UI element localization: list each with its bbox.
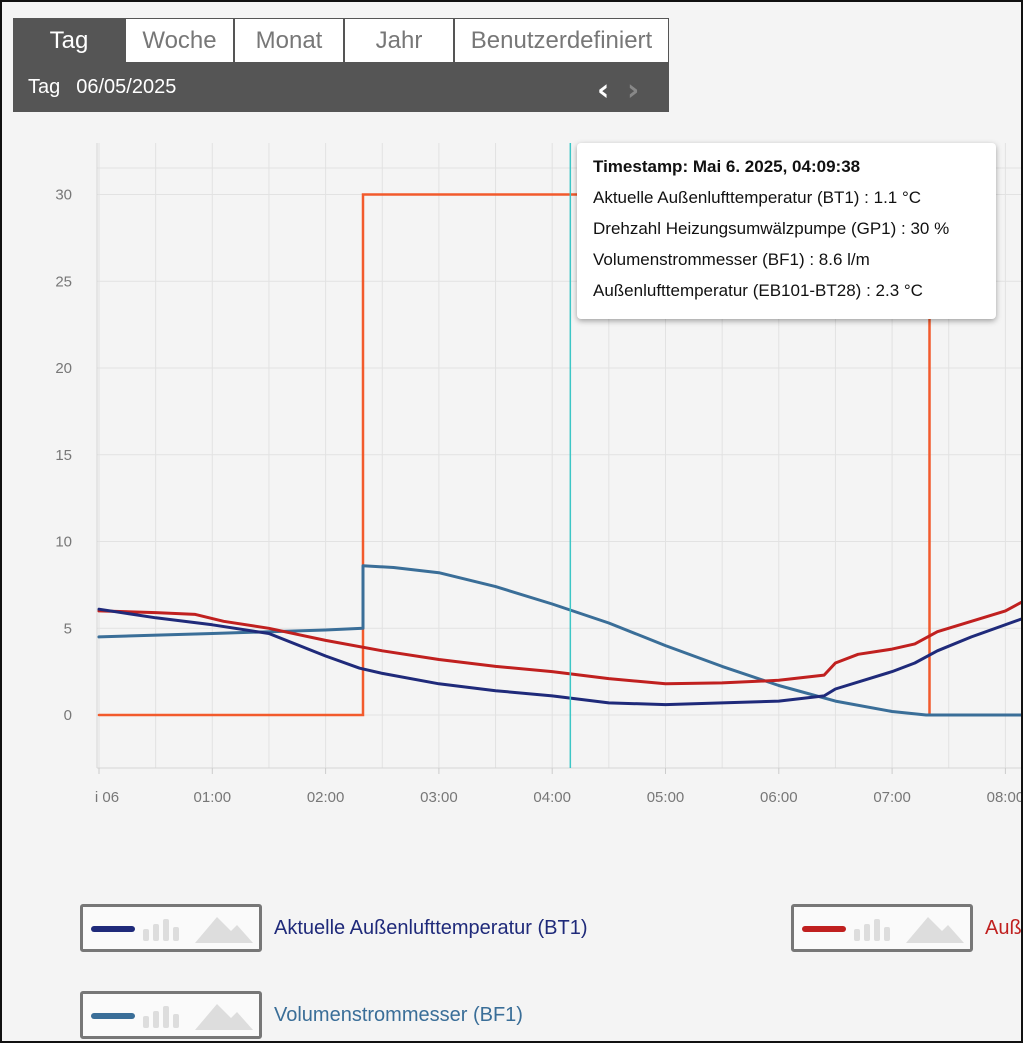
- legend-item-bt28[interactable]: Auß: [791, 904, 1022, 952]
- tooltip-row-bt28: Außenlufttemperatur (EB101-BT28) : 2.3 °…: [593, 281, 923, 300]
- date-row: Tag 06/05/2025: [13, 63, 669, 112]
- chart-tooltip: Timestamp: Mai 6. 2025, 04:09:38 Aktuell…: [577, 143, 996, 319]
- y-tick-label: 20: [55, 360, 72, 377]
- legend-label-bt1: Aktuelle Außenlufttemperatur (BT1): [274, 916, 588, 939]
- bars-icon[interactable]: [141, 1006, 191, 1028]
- tab-month[interactable]: Monat: [234, 18, 344, 63]
- current-date: 06/05/2025: [76, 76, 177, 98]
- bars-icon[interactable]: [141, 919, 191, 941]
- chart-axes: 0 5 10 15 20 25 30 i 06 01:00 02:00 03:00 04:00 05:0…: [55, 143, 1023, 806]
- chevron-right-icon[interactable]: ›: [627, 73, 640, 108]
- legend-swatch-bt1: [91, 926, 135, 932]
- tooltip-timestamp: Timestamp: Mai 6. 2025, 04:09:38: [593, 157, 861, 176]
- tab-custom[interactable]: Benutzerdefiniert: [454, 18, 669, 63]
- y-tick-label: 25: [55, 273, 72, 290]
- series-line-bt28: [97, 599, 1023, 686]
- legend-toggle-bt1[interactable]: [80, 904, 262, 952]
- mountain-icon[interactable]: [195, 915, 253, 943]
- tooltip-row-gp1: Drehzahl Heizungsumwälzpumpe (GP1) : 30 …: [593, 219, 950, 238]
- legend-swatch-bf1: [91, 1013, 135, 1019]
- legend-item-bt1[interactable]: Aktuelle Außenlufttemperatur (BT1): [80, 904, 587, 952]
- y-tick-label: 30: [55, 187, 72, 204]
- x-tick-label: 04:00: [533, 789, 571, 806]
- y-tick-label: 0: [64, 707, 72, 724]
- tooltip-row-bt1: Aktuelle Außenlufttemperatur (BT1) : 1.1…: [593, 188, 922, 207]
- y-tick-label: 5: [64, 620, 72, 637]
- x-tick-label: 03:00: [420, 789, 458, 806]
- legend-item-bf1[interactable]: Volumenstrommesser (BF1): [80, 991, 523, 1039]
- period-selector: Tag Woche Monat Jahr Benutzerdefiniert T…: [13, 18, 669, 112]
- tab-week[interactable]: Woche: [125, 18, 234, 63]
- legend-toggle-bt28[interactable]: [791, 904, 973, 952]
- tab-day[interactable]: Tag: [13, 18, 125, 63]
- bars-icon[interactable]: [852, 919, 902, 941]
- tooltip-row-bf1: Volumenstrommesser (BF1) : 8.6 l/m: [593, 250, 870, 269]
- x-tick-label: 02:00: [307, 789, 345, 806]
- mountain-icon[interactable]: [906, 915, 964, 943]
- legend-toggle-bf1[interactable]: [80, 991, 262, 1039]
- series-line-bf1: [97, 564, 1023, 717]
- period-label: Tag: [28, 76, 61, 98]
- x-tick-label: 05:00: [647, 789, 685, 806]
- x-tick-label: 08:00: [987, 789, 1023, 806]
- tab-year[interactable]: Jahr: [344, 18, 454, 63]
- period-tabs: Tag Woche Monat Jahr Benutzerdefiniert: [13, 18, 669, 63]
- legend-swatch-bt28: [802, 926, 846, 932]
- y-tick-label: 15: [55, 447, 72, 464]
- x-tick-label: i 06: [95, 789, 119, 806]
- series-line-bt1: [97, 607, 1023, 707]
- legend-label-bt28: Auß: [985, 916, 1022, 939]
- x-tick-label: 07:00: [873, 789, 911, 806]
- y-tick-label: 10: [55, 534, 72, 551]
- chevron-left-icon[interactable]: ‹: [597, 73, 610, 108]
- x-tick-label: 01:00: [194, 789, 232, 806]
- legend-label-bf1: Volumenstrommesser (BF1): [274, 1003, 523, 1026]
- x-tick-label: 06:00: [760, 789, 798, 806]
- mountain-icon[interactable]: [195, 1002, 253, 1030]
